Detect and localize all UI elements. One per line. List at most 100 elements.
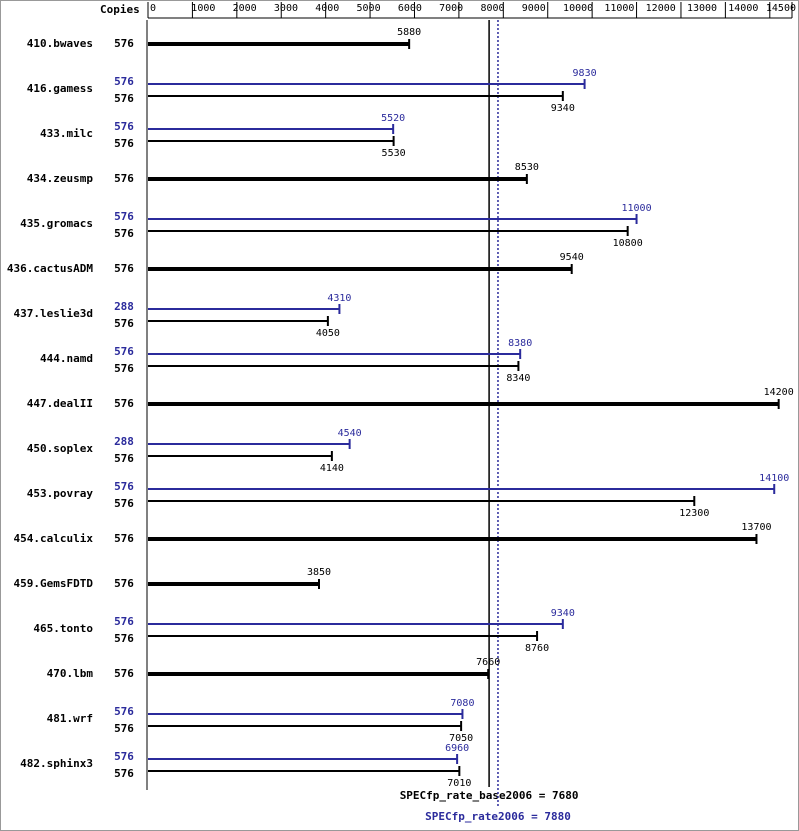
copies-label: 576 (114, 75, 134, 88)
copies-label: 576 (114, 750, 134, 763)
copies-label: 576 (114, 480, 134, 493)
copies-label: 576 (114, 667, 134, 680)
category-label: 450.soplex (27, 442, 94, 455)
copies-label: 576 (114, 452, 134, 465)
bar (148, 320, 328, 322)
x-tick-label: 10000 (563, 3, 593, 14)
bar (148, 770, 460, 772)
value-label: 9830 (573, 68, 597, 79)
value-label: 8340 (506, 373, 530, 384)
value-label: 5530 (382, 148, 406, 159)
copies-label: 576 (114, 317, 134, 330)
value-label: 4050 (316, 328, 340, 339)
copies-label: 576 (114, 632, 134, 645)
category-label: 447.dealII (27, 397, 93, 410)
copies-label: 576 (114, 722, 134, 735)
value-label: 14200 (764, 387, 794, 398)
category-label: 437.leslie3d (14, 307, 93, 320)
x-tick-label: 14500 (766, 3, 796, 14)
bar (148, 672, 489, 676)
bar (148, 500, 695, 502)
category-label: 436.cactusADM (7, 262, 93, 275)
bar (148, 365, 519, 367)
x-tick-label: 5000 (357, 3, 381, 14)
value-label: 9540 (560, 252, 584, 263)
bar (148, 308, 340, 310)
copies-label: 576 (114, 92, 134, 105)
value-label: 4310 (327, 293, 351, 304)
value-label: 6960 (445, 743, 469, 754)
bar (148, 128, 394, 130)
value-label: 14100 (759, 473, 789, 484)
x-tick-label: 8000 (480, 3, 504, 14)
value-label: 12300 (679, 508, 709, 519)
value-label: 7660 (476, 657, 500, 668)
value-label: 5520 (381, 113, 405, 124)
x-tick-label: 1000 (191, 3, 215, 14)
category-label: 465.tonto (33, 622, 93, 635)
category-label: 482.sphinx3 (20, 757, 93, 770)
copies-label: 576 (114, 210, 134, 223)
copies-label: 576 (114, 767, 134, 780)
x-tick-label: 6000 (398, 3, 422, 14)
bar (148, 267, 572, 271)
copies-label: 576 (114, 227, 134, 240)
category-label: 433.milc (40, 127, 93, 140)
copies-label: 576 (114, 262, 134, 275)
value-label: 10800 (613, 238, 643, 249)
x-tick-label: 0 (150, 3, 156, 14)
bar (148, 455, 332, 457)
value-label: 8530 (515, 162, 539, 173)
category-label: 454.calculix (14, 532, 94, 545)
category-label: 459.GemsFDTD (14, 577, 94, 590)
x-tick-label: 2000 (233, 3, 257, 14)
value-label: 3850 (307, 567, 331, 578)
value-label: 9340 (551, 103, 575, 114)
copies-label: 576 (114, 615, 134, 628)
copies-label: 576 (114, 497, 134, 510)
bar (148, 140, 394, 142)
value-label: 9340 (551, 608, 575, 619)
bar (148, 758, 458, 760)
bar (148, 443, 350, 445)
copies-label: 576 (114, 120, 134, 133)
category-label: 434.zeusmp (27, 172, 94, 185)
bar (148, 230, 628, 232)
bar (148, 177, 527, 181)
value-label: 8760 (525, 643, 549, 654)
copies-label: 576 (114, 345, 134, 358)
copies-label: 576 (114, 532, 134, 545)
x-tick-label: 14000 (728, 3, 758, 14)
bar (148, 635, 538, 637)
x-tick-label: 4000 (315, 3, 339, 14)
reference-label: SPECfp_rate_base2006 = 7680 (400, 789, 579, 802)
copies-label: 576 (114, 397, 134, 410)
copies-label: 576 (114, 362, 134, 375)
x-tick-label: 3000 (274, 3, 298, 14)
copies-label: 288 (114, 300, 134, 313)
value-label: 4540 (338, 428, 362, 439)
x-tick-label: 11000 (604, 3, 634, 14)
category-label: 470.lbm (47, 667, 94, 680)
copies-label: 576 (114, 37, 134, 50)
value-label: 4140 (320, 463, 344, 474)
reference-label: SPECfp_rate2006 = 7880 (425, 810, 571, 823)
copies-label: 288 (114, 435, 134, 448)
copies-label: 576 (114, 172, 134, 185)
bar (148, 353, 521, 355)
bar (148, 537, 757, 541)
value-label: 7010 (447, 778, 471, 789)
category-label: 410.bwaves (27, 37, 93, 50)
x-tick-label: 12000 (646, 3, 676, 14)
bar (148, 83, 585, 85)
value-label: 8380 (508, 338, 532, 349)
bar (148, 623, 563, 625)
value-label: 7050 (449, 733, 473, 744)
x-tick-label: 7000 (439, 3, 463, 14)
x-tick-label: 13000 (687, 3, 717, 14)
x-tick-label: 9000 (522, 3, 546, 14)
category-label: 453.povray (27, 487, 94, 500)
category-label: 444.namd (40, 352, 93, 365)
